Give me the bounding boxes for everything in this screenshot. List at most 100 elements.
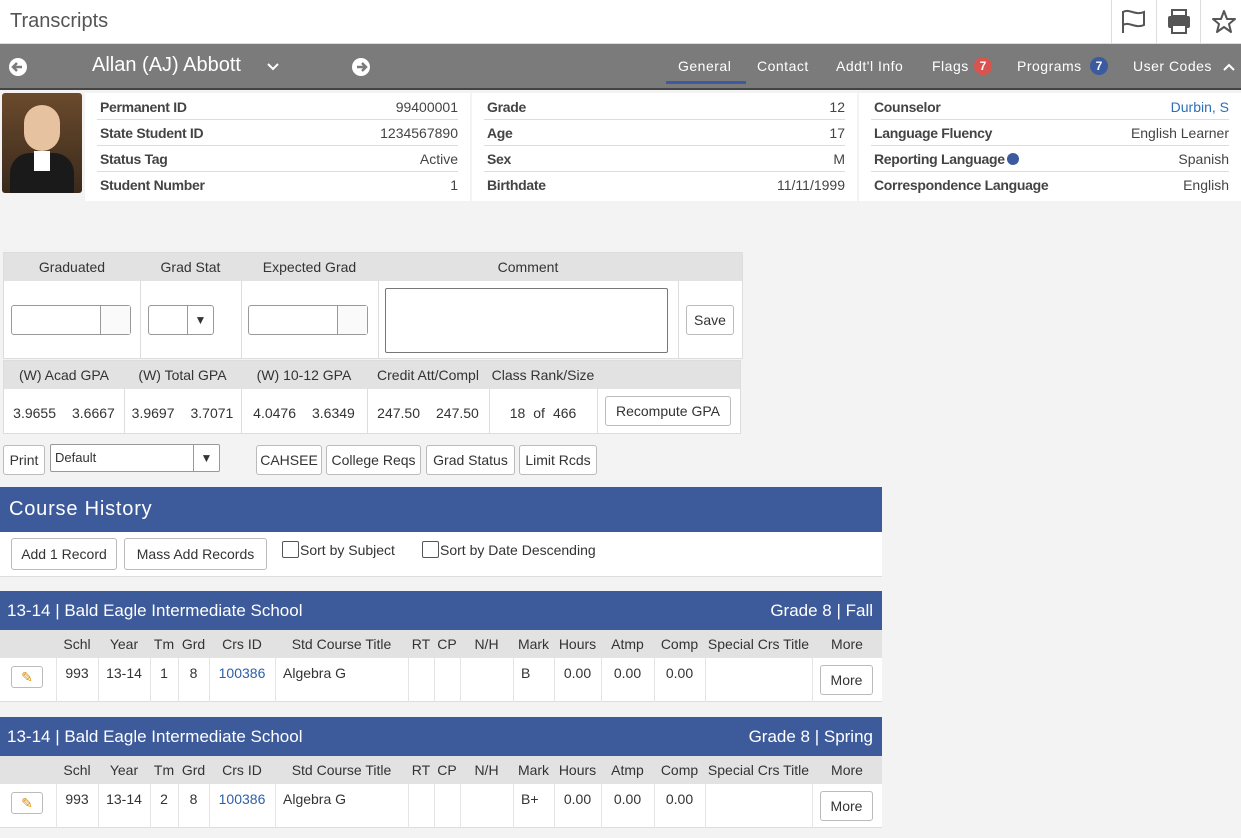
info-row: Grade 12 <box>484 94 845 120</box>
course-id-link[interactable]: 100386 <box>218 665 266 681</box>
checkbox[interactable] <box>282 541 299 558</box>
info-label: State Student ID <box>100 125 204 141</box>
flag-icon[interactable] <box>1122 9 1145 33</box>
gpa-value: 247.50 <box>436 405 479 421</box>
print-icon[interactable] <box>1168 9 1190 34</box>
course-row: ✎ 993 13-14 2 8 100386 Algebra G B+ 0.00 0.00 0.00… <box>0 784 882 828</box>
info-value[interactable]: Durbin, S <box>1170 99 1229 115</box>
gpa-value: 3.7071 <box>190 405 234 421</box>
column-header-row: Schl Year Tm Grd Crs ID Std Course Title RT CP N… <box>0 630 882 658</box>
info-row: Sex M <box>484 146 845 172</box>
course-button[interactable]: Add 1 Record <box>11 538 117 570</box>
tab[interactable]: General <box>678 58 732 74</box>
header: Transcripts <box>0 0 1241 44</box>
info-label: Grade <box>487 99 526 115</box>
info-value: M <box>833 151 845 167</box>
column-header: RT <box>411 636 431 652</box>
tab[interactable]: Contact <box>757 58 809 74</box>
info-row: Permanent ID 99400001 <box>97 94 458 120</box>
column-header: Grd <box>181 762 206 778</box>
course-cell: 993 <box>65 665 89 681</box>
gpa-header <box>4 361 740 389</box>
gpa-value: 4.0476 <box>253 405 296 421</box>
tab[interactable]: Programs <box>1017 58 1082 74</box>
info-label: Language Fluency <box>874 125 993 141</box>
name-dropdown[interactable] <box>266 61 280 73</box>
tab[interactable]: User Codes <box>1133 58 1212 74</box>
toolbar-button[interactable]: College Reqs <box>326 445 421 475</box>
cell-divider <box>378 281 379 359</box>
gpa-header-cell: (W) 10-12 GPA <box>256 367 352 383</box>
tab[interactable]: Addt'l Info <box>836 58 904 74</box>
column-header: Special Crs Title <box>707 636 810 652</box>
course-cell: 993 <box>65 791 89 807</box>
cell-divider <box>554 784 555 828</box>
cell-divider <box>678 281 679 359</box>
grad-header-cell: Grad Stat <box>160 259 221 275</box>
gpa-cell: 18 of 466 <box>489 405 597 421</box>
cell-divider <box>209 658 210 702</box>
cell-divider <box>705 658 706 702</box>
comment-input[interactable] <box>385 288 668 353</box>
gpa-table: (W) Acad GPA (W) Total GPA (W) 10-12 GPA Cr… <box>3 360 741 434</box>
gpa-cell: 247.50 247.50 <box>367 405 489 421</box>
recompute-button[interactable]: Recompute GPA <box>605 396 731 426</box>
more-button[interactable]: More <box>820 791 873 821</box>
info-value: 11/11/1999 <box>777 177 845 193</box>
student-photo <box>2 93 82 193</box>
prev-student[interactable] <box>8 57 28 77</box>
course-id-link[interactable]: 100386 <box>218 791 266 807</box>
grad-header-cell: Expected Grad <box>262 259 357 275</box>
save-button[interactable]: Save <box>686 305 734 335</box>
collapse[interactable] <box>1222 61 1236 73</box>
header-icons <box>1111 0 1236 44</box>
gpa-cell: 4.0476 3.6349 <box>241 405 367 421</box>
expected-grad-input[interactable] <box>248 305 368 335</box>
info-label: Student Number <box>100 177 205 193</box>
course-cell: 0.00 <box>563 665 592 681</box>
edit-button[interactable]: ✎ <box>11 666 43 688</box>
edit-button[interactable]: ✎ <box>11 792 43 814</box>
print-button[interactable]: Print <box>3 445 45 475</box>
info-row: Student Number 1 <box>97 172 458 198</box>
course-cell: 2 <box>160 791 168 807</box>
toolbar-button[interactable]: CAHSEE <box>256 445 322 475</box>
next-student[interactable] <box>351 57 371 77</box>
dropdown-arrow: ▼ <box>187 306 213 334</box>
cell-divider <box>597 389 598 433</box>
more-button[interactable]: More <box>820 665 873 695</box>
column-header: Atmp <box>611 762 644 778</box>
graduated-input[interactable] <box>11 305 131 335</box>
cell-divider <box>434 658 435 702</box>
template-select[interactable]: Default ▼ <box>50 444 220 472</box>
cell-divider <box>140 281 141 359</box>
page-title: Transcripts <box>10 10 109 32</box>
gpa-header-cell: (W) Total GPA <box>138 367 227 383</box>
star-icon[interactable] <box>1212 10 1236 33</box>
info-row: Counselor Durbin, S <box>871 94 1229 120</box>
info-value: Active <box>419 151 458 167</box>
cell-divider <box>812 784 813 828</box>
info-label: Birthdate <box>487 177 546 193</box>
column-header: Comp <box>660 762 699 778</box>
grad-stat-select[interactable]: ▼ <box>148 305 214 335</box>
info-row: Language Fluency English Learner <box>871 120 1229 146</box>
column-header: N/H <box>474 636 499 652</box>
cell-divider <box>460 784 461 828</box>
column-header: Std Course Title <box>291 636 392 652</box>
tab-badge: 7 <box>1090 57 1108 75</box>
course-cell: 0.00 <box>665 665 694 681</box>
student-name[interactable]: Allan (AJ) Abbott <box>92 54 241 76</box>
cell-divider <box>209 784 210 828</box>
checkbox[interactable] <box>422 541 439 558</box>
column-header: Mark <box>517 762 550 778</box>
cell-divider <box>275 784 276 828</box>
tab[interactable]: Flags <box>932 58 969 74</box>
toolbar-button[interactable]: Grad Status <box>426 445 515 475</box>
course-button[interactable]: Mass Add Records <box>124 538 267 570</box>
toolbar-button[interactable]: Limit Rcds <box>519 445 597 475</box>
gpa-value: 247.50 <box>377 405 420 421</box>
course-cell: B+ <box>521 791 539 807</box>
column-header: Year <box>109 762 139 778</box>
grad-header-cell: Comment <box>497 259 559 275</box>
